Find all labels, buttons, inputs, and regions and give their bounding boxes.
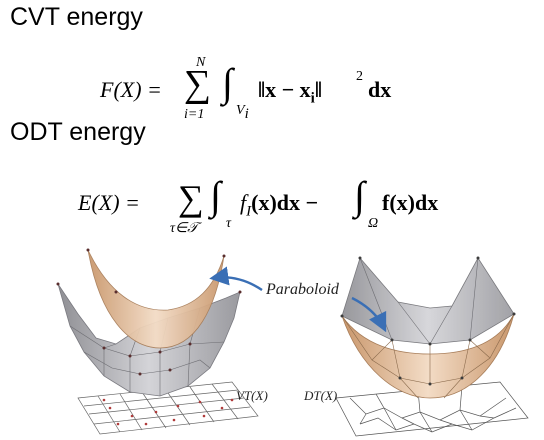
cvt-energy-equation: F(X) = N ∑ i=1 ∫ Vi ‖x − xi‖ 2 dx bbox=[100, 55, 420, 127]
integral-symbol: ∫ bbox=[222, 60, 233, 105]
paraboloid-label: Paraboloid bbox=[265, 281, 340, 298]
odt-lhs: E(X) = bbox=[78, 190, 140, 215]
dt-label: DT(X) bbox=[303, 388, 337, 403]
odt-integrand2: f(x)dx bbox=[382, 190, 439, 215]
cvt-differential: dx bbox=[368, 77, 392, 102]
cvt-energy-heading: CVT energy bbox=[10, 3, 143, 31]
sum-symbol: ∑ bbox=[184, 63, 212, 105]
left-vertex-points bbox=[56, 248, 242, 376]
cvt-integrand: ‖x − xi‖ bbox=[258, 77, 322, 107]
right-upper-edges bbox=[359, 257, 479, 345]
sum-symbol: ∑ bbox=[178, 178, 204, 218]
odt-integrand1: fI(x)dx − bbox=[240, 190, 319, 220]
integral-symbol: ∫ bbox=[354, 173, 365, 218]
cvt-sum-upper: N bbox=[196, 55, 206, 70]
odt-energy-heading: ODT energy bbox=[10, 118, 146, 146]
cvt-power: 2 bbox=[356, 69, 363, 84]
paraboloid-figure: Paraboloid VT(X) DT(X) bbox=[56, 248, 529, 437]
cvt-sum-lower: i=1 bbox=[184, 107, 205, 122]
left-grid-points bbox=[102, 398, 234, 426]
integral-symbol: ∫ bbox=[210, 173, 221, 218]
cvt-integral-domain: Vi bbox=[236, 103, 249, 122]
cvt-lhs: F(X) = bbox=[100, 77, 162, 102]
odt-sum-lower: τ∈𝒯 bbox=[170, 221, 198, 236]
arrow-to-right-paraboloid bbox=[351, 296, 387, 333]
right-gray-upper-faces bbox=[341, 257, 515, 345]
left-base-grid bbox=[77, 381, 259, 435]
right-vertex-points bbox=[340, 256, 516, 386]
odt-energy-equation: E(X) = ∑ τ∈𝒯 ∫ τ fI(x)dx − ∫ Ω f(x)dx bbox=[78, 174, 458, 244]
vt-label: VT(X) bbox=[236, 388, 268, 403]
odt-integral2-domain: Ω bbox=[368, 216, 379, 231]
odt-integral1-domain: τ bbox=[226, 216, 232, 231]
arrow-to-left-paraboloid bbox=[209, 266, 263, 291]
left-paraboloid-surface bbox=[87, 249, 225, 349]
